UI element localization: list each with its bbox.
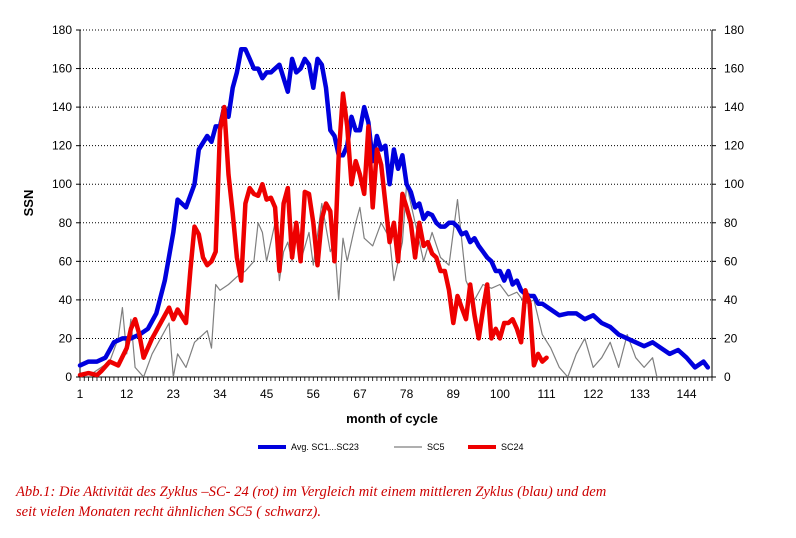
y2-tick-label: 160: [724, 62, 744, 76]
x-tick-label: 12: [120, 387, 134, 401]
x-tick-label: 78: [400, 387, 414, 401]
y2-tick-label: 100: [724, 177, 744, 191]
y2-tick-label: 0: [724, 370, 731, 384]
y-tick-label: 0: [65, 370, 72, 384]
legend-label-sc5: SC5: [427, 442, 445, 452]
x-axis: 1 12 23 34 45 56 67 78 89 100 111 122 133 144: [77, 377, 713, 401]
y2-tick-label: 80: [724, 216, 738, 230]
x-tick-label: 100: [490, 387, 510, 401]
caption-line-2: seit vielen Monaten recht ähnlichen SC5 …: [16, 504, 322, 520]
y2-tick-label: 140: [724, 100, 744, 114]
caption-line-1: Abb.1: Die Aktivität des Zyklus –SC- 24 …: [16, 484, 607, 500]
legend: Avg. SC1...SC23 SC5 SC24: [258, 442, 524, 452]
y-tick-label: 180: [52, 23, 72, 37]
x-tick-label: 133: [630, 387, 650, 401]
figure-caption: Abb.1: Die Aktivität des Zyklus –SC- 24 …: [16, 482, 791, 522]
y2-tick-label: 180: [724, 23, 744, 37]
y2-tick-label: 120: [724, 139, 744, 153]
x-axis-title: month of cycle: [346, 411, 438, 426]
plot-frame: [79, 30, 713, 378]
series-line-sc24: [77, 91, 549, 378]
y-tick-label: 20: [59, 331, 73, 345]
y-axis-right: 0 20 40 60 80 100 120 140 160 180: [712, 23, 744, 384]
y-tick-label: 120: [52, 139, 72, 153]
x-tick-label: 67: [353, 387, 367, 401]
y-tick-label: 140: [52, 100, 72, 114]
y-axis-title: SSN: [21, 190, 36, 217]
legend-label-avg: Avg. SC1...SC23: [291, 442, 359, 452]
x-tick-label: 89: [447, 387, 461, 401]
y2-tick-label: 60: [724, 254, 738, 268]
x-tick-label: 56: [307, 387, 321, 401]
x-tick-label: 34: [213, 387, 227, 401]
x-tick-label: 122: [583, 387, 603, 401]
x-tick-label: 1: [77, 387, 84, 401]
x-tick-label: 45: [260, 387, 274, 401]
y-tick-label: 60: [59, 254, 73, 268]
y-tick-label: 100: [52, 177, 72, 191]
y2-tick-label: 20: [724, 331, 738, 345]
series-line-sc5: [79, 183, 658, 378]
x-tick-label: 111: [537, 387, 556, 401]
x-tick-label: 144: [677, 387, 697, 401]
y-tick-label: 160: [52, 62, 72, 76]
x-tick-label: 23: [167, 387, 181, 401]
y-tick-label: 40: [59, 293, 73, 307]
y-axis-left: 0 20 40 60 80 100 120 140 160 180: [52, 23, 80, 384]
y-tick-label: 80: [59, 216, 73, 230]
y2-tick-label: 40: [724, 293, 738, 307]
legend-label-sc24: SC24: [501, 442, 524, 452]
series-layer: [77, 47, 711, 378]
